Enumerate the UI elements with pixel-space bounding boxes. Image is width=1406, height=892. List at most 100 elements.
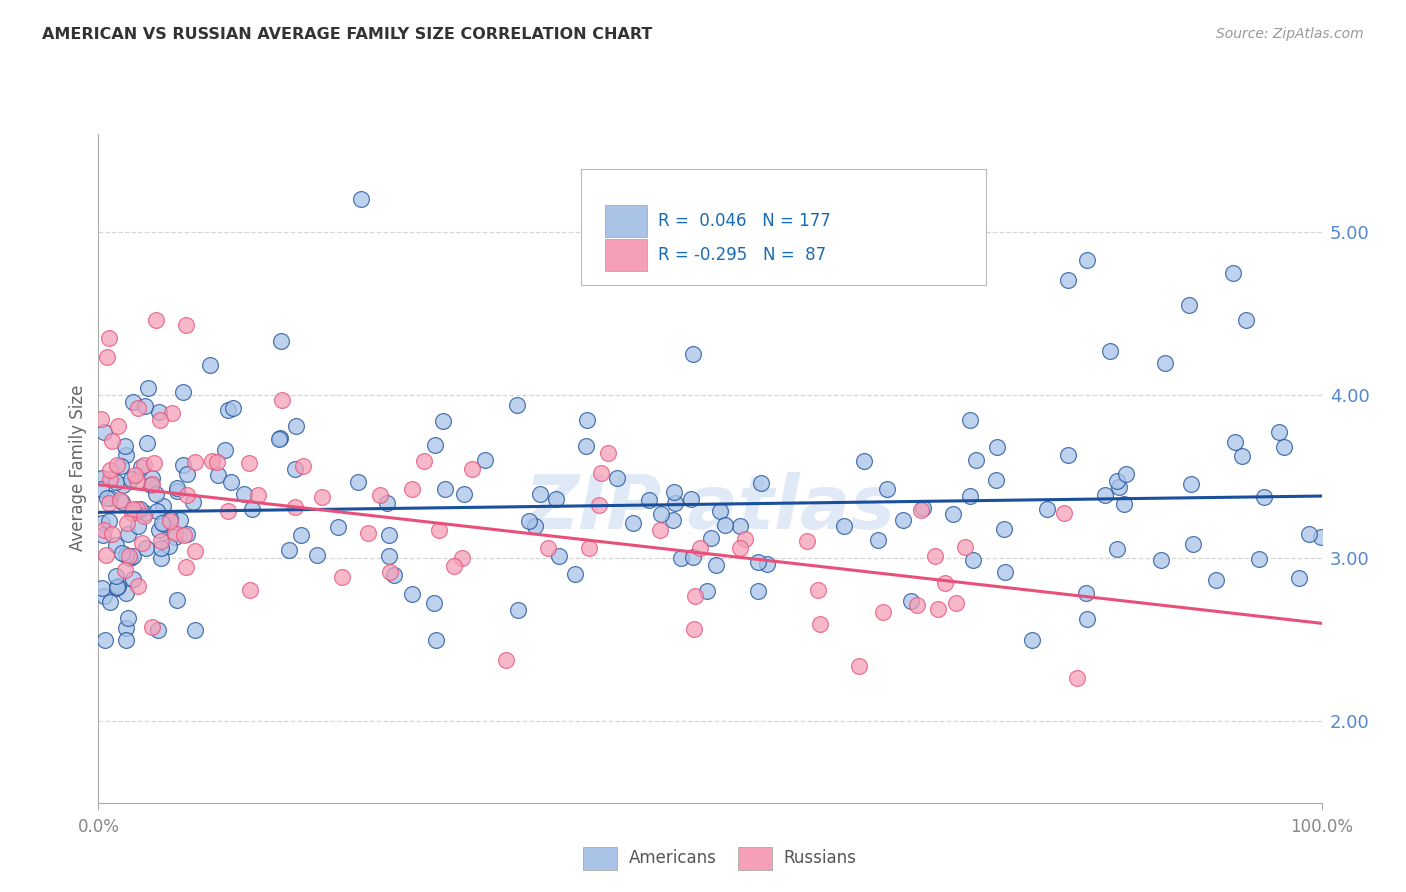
Point <box>138 381 160 395</box>
Point <box>122 549 145 564</box>
Point <box>96 350 118 364</box>
Point <box>91 527 114 541</box>
Point <box>149 551 172 566</box>
Point <box>125 475 148 489</box>
Point <box>136 436 159 450</box>
Point <box>150 516 173 530</box>
Point <box>575 440 598 454</box>
Point <box>696 584 718 599</box>
Point <box>157 539 180 553</box>
Point <box>1066 671 1088 685</box>
Point <box>1247 551 1270 566</box>
Point <box>474 452 496 467</box>
Point <box>330 569 353 583</box>
Point <box>148 405 170 419</box>
Point <box>141 477 163 491</box>
Point <box>94 549 117 563</box>
Point <box>934 576 956 591</box>
Point <box>150 534 173 549</box>
Point <box>911 501 934 516</box>
Point <box>432 414 454 428</box>
Point <box>105 580 128 594</box>
Point <box>588 498 610 512</box>
Point <box>993 522 1015 536</box>
Point <box>284 461 307 475</box>
Point <box>149 413 172 427</box>
Point <box>184 543 207 558</box>
Point <box>953 540 976 554</box>
Point <box>101 527 124 541</box>
Point <box>876 482 898 496</box>
Point <box>160 406 183 420</box>
Point <box>97 331 120 345</box>
Point <box>115 632 138 647</box>
Point <box>1222 266 1244 280</box>
Point <box>127 579 149 593</box>
Point <box>131 459 153 474</box>
Point <box>1114 497 1136 511</box>
Point <box>176 488 198 502</box>
Point <box>689 541 711 556</box>
Point <box>97 496 120 510</box>
Point <box>662 513 685 527</box>
Point <box>1150 553 1173 567</box>
Point <box>163 525 186 540</box>
Point <box>378 528 401 542</box>
Point <box>423 596 446 610</box>
Point <box>650 507 672 521</box>
Point <box>239 582 262 597</box>
Point <box>118 549 141 564</box>
Point <box>290 528 312 542</box>
Point <box>900 594 922 608</box>
Point <box>993 565 1015 579</box>
Point <box>734 533 756 547</box>
Point <box>434 482 457 496</box>
Point <box>682 622 704 636</box>
Point <box>174 559 197 574</box>
Point <box>591 466 613 480</box>
Point <box>153 517 176 532</box>
Point <box>284 419 307 434</box>
Point <box>1223 434 1246 449</box>
Point <box>401 482 423 496</box>
Point <box>105 581 128 595</box>
Point <box>269 431 291 445</box>
Point <box>517 515 540 529</box>
Point <box>986 441 1008 455</box>
Point <box>461 462 484 476</box>
Point <box>382 567 405 582</box>
Point <box>891 513 914 527</box>
Point <box>350 192 373 206</box>
Point <box>135 541 157 556</box>
Point <box>184 623 207 637</box>
Point <box>375 495 398 509</box>
Point <box>1057 449 1080 463</box>
Point <box>93 425 115 440</box>
Point <box>152 499 174 513</box>
Point <box>576 413 599 427</box>
Point <box>270 334 292 348</box>
Point <box>115 621 138 635</box>
Point <box>146 504 169 518</box>
Point <box>1107 541 1129 556</box>
Point <box>728 519 751 533</box>
Point <box>222 401 245 416</box>
Point <box>120 472 142 486</box>
Point <box>942 507 965 521</box>
Point <box>105 458 128 472</box>
Point <box>96 491 118 505</box>
Y-axis label: Average Family Size: Average Family Size <box>69 385 87 551</box>
Point <box>145 313 167 327</box>
Point <box>201 454 224 468</box>
Point <box>176 527 198 541</box>
Point <box>159 511 181 525</box>
Point <box>378 566 401 580</box>
Point <box>868 533 890 547</box>
Point <box>238 456 260 470</box>
Point <box>219 475 242 489</box>
Point <box>679 492 702 507</box>
Point <box>1288 571 1310 585</box>
Point <box>134 458 156 473</box>
Point <box>378 549 401 564</box>
Point <box>98 514 121 528</box>
